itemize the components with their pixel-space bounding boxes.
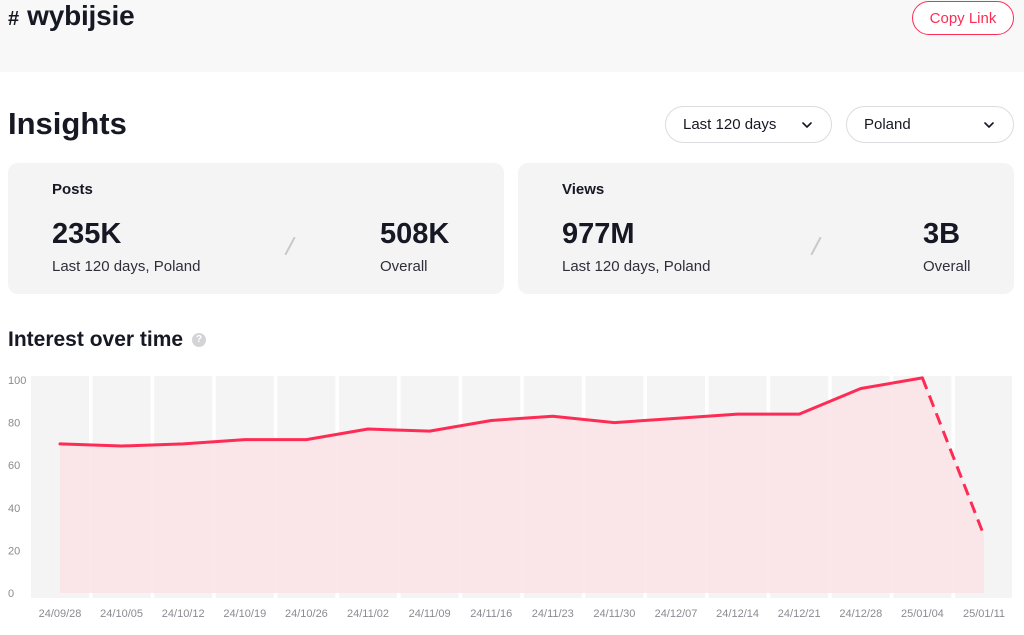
tag-name: wybijsie (27, 0, 135, 31)
x-tick-label: 24/11/23 (532, 608, 574, 620)
interest-title-text: Interest over time (8, 328, 184, 351)
x-tick-label: 24/12/28 (839, 608, 882, 620)
tag-title: # wybijsie (8, 0, 135, 32)
chart-series-line (58, 376, 924, 448)
divider-slash (284, 236, 296, 256)
chart-series-line-dashed (921, 377, 986, 537)
period-select[interactable]: Last 120 days (665, 106, 832, 143)
y-tick-label: 60 (8, 460, 20, 472)
region-select-value: Poland (864, 116, 911, 133)
chevron-down-icon (984, 122, 994, 128)
posts-period-caption: Last 120 days, Poland (52, 258, 201, 275)
x-tick-label: 25/01/04 (901, 608, 944, 620)
region-select[interactable]: Poland (846, 106, 1014, 143)
views-overall-value: 3B (923, 218, 961, 250)
x-tick-label: 24/11/30 (593, 608, 635, 620)
x-tick-label: 24/09/28 (39, 608, 82, 620)
views-period-caption: Last 120 days, Poland (562, 258, 711, 275)
x-tick-label: 24/12/14 (716, 608, 759, 620)
question-circle-icon[interactable]: ? (192, 333, 207, 347)
x-tick-label: 24/10/19 (223, 608, 266, 620)
x-tick-label: 24/11/16 (470, 608, 512, 620)
views-overall-caption: Overall (923, 258, 971, 275)
x-tick-label: 24/11/02 (347, 608, 389, 620)
x-tick-label: 24/11/09 (409, 608, 451, 620)
y-tick-label: 100 (8, 375, 26, 387)
x-tick-label: 24/10/12 (162, 608, 205, 620)
hash-icon: # (8, 8, 20, 30)
y-tick-label: 0 (8, 588, 14, 600)
posts-card: Posts 235K Last 120 days, Poland 508K Ov… (8, 163, 504, 294)
x-tick-label: 24/10/05 (100, 608, 143, 620)
x-tick-label: 24/12/07 (655, 608, 698, 620)
y-tick-label: 20 (8, 545, 20, 557)
interest-over-time-title: Interest over time ? (8, 328, 207, 352)
insights-title: Insights (8, 106, 127, 141)
posts-label: Posts (52, 181, 93, 198)
tag-header: # wybijsie Copy Link (0, 0, 1024, 72)
interest-chart: 0 20 40 60 80 100 24/09/28 24/10/05 24/10/12 24/1… (8, 375, 1012, 620)
period-select-value: Last 120 days (683, 116, 777, 133)
views-label: Views (562, 181, 605, 198)
views-period-value: 977M (562, 218, 635, 250)
posts-overall-value: 508K (380, 218, 450, 250)
chart-area-fill (60, 377, 984, 593)
views-card: Views 977M Last 120 days, Poland 3B Over… (518, 163, 1014, 294)
x-tick-label: 25/01/11 (963, 608, 1005, 620)
y-tick-label: 40 (8, 503, 20, 515)
x-tick-label: 24/12/21 (778, 608, 821, 620)
copy-link-button[interactable]: Copy Link (912, 1, 1014, 35)
y-tick-label: 80 (8, 418, 20, 430)
divider-slash (810, 236, 822, 256)
posts-overall-caption: Overall (380, 258, 428, 275)
chevron-down-icon (802, 122, 812, 128)
x-tick-label: 24/10/26 (285, 608, 328, 620)
posts-period-value: 235K (52, 218, 122, 250)
